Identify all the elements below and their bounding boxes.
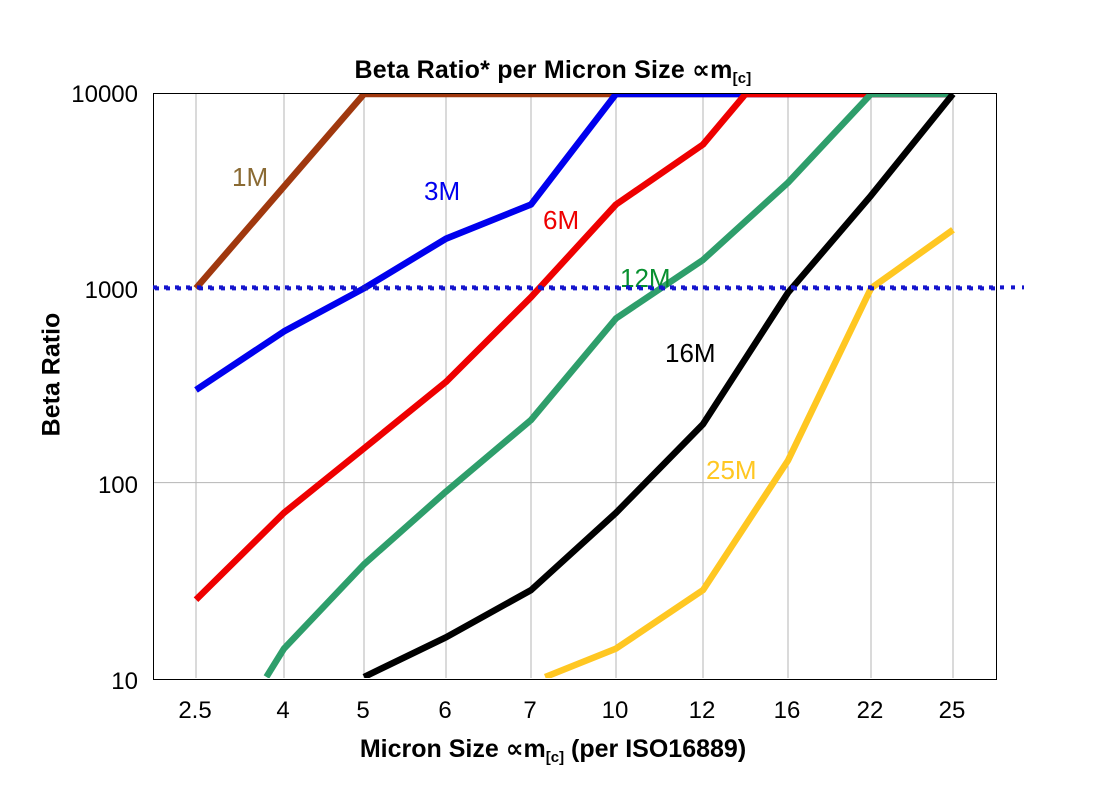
series-label-3M: 3M — [424, 176, 461, 206]
x-tick-22: 22 — [856, 697, 884, 724]
x-tick-4: 4 — [276, 697, 290, 724]
x-tick-6: 6 — [438, 697, 452, 724]
y-axis-title: Beta Ratio — [37, 312, 66, 437]
x-axis-title-text: Micron Size — [359, 735, 506, 763]
x-tick-10: 10 — [601, 697, 629, 724]
x-tick-2.5: 2.5 — [178, 697, 212, 724]
x-tick-16: 16 — [773, 697, 801, 724]
subscript-c: [c] — [732, 70, 752, 87]
series-label-16M: 16M — [665, 338, 716, 368]
x-tick-12: 12 — [688, 697, 716, 724]
series-line-1M — [193, 94, 953, 291]
plot-area — [153, 93, 997, 680]
series-label-1M: 1M — [232, 162, 269, 192]
chart-title-text: Beta Ratio* per Micron Size — [354, 56, 693, 84]
series-label-25M: 25M — [706, 455, 757, 485]
series-line-12M — [263, 94, 953, 678]
micron-symbol: ∝ — [692, 55, 711, 84]
series-line-16M — [362, 94, 956, 678]
series-line-6M — [193, 94, 953, 603]
series-line-25M — [543, 227, 955, 678]
chart-title: Beta Ratio* per Micron Size ∝m[c] — [354, 55, 752, 87]
micron-symbol-x: ∝ — [505, 734, 524, 763]
series-label-6M: 6M — [543, 205, 580, 235]
plot-svg — [154, 94, 995, 678]
x-tick-25: 25 — [938, 697, 966, 724]
x-tick-5: 5 — [356, 697, 370, 724]
subscript-c-x: [c] — [545, 749, 565, 766]
y-tick-10000: 10000 — [71, 81, 138, 108]
x-tick-7: 7 — [523, 697, 537, 724]
series-line-3M — [194, 94, 953, 393]
y-tick-10: 10 — [111, 668, 138, 695]
x-axis-title: Micron Size ∝m[c] (per ISO16889) — [359, 734, 747, 766]
series-label-12M: 12M — [620, 263, 671, 293]
